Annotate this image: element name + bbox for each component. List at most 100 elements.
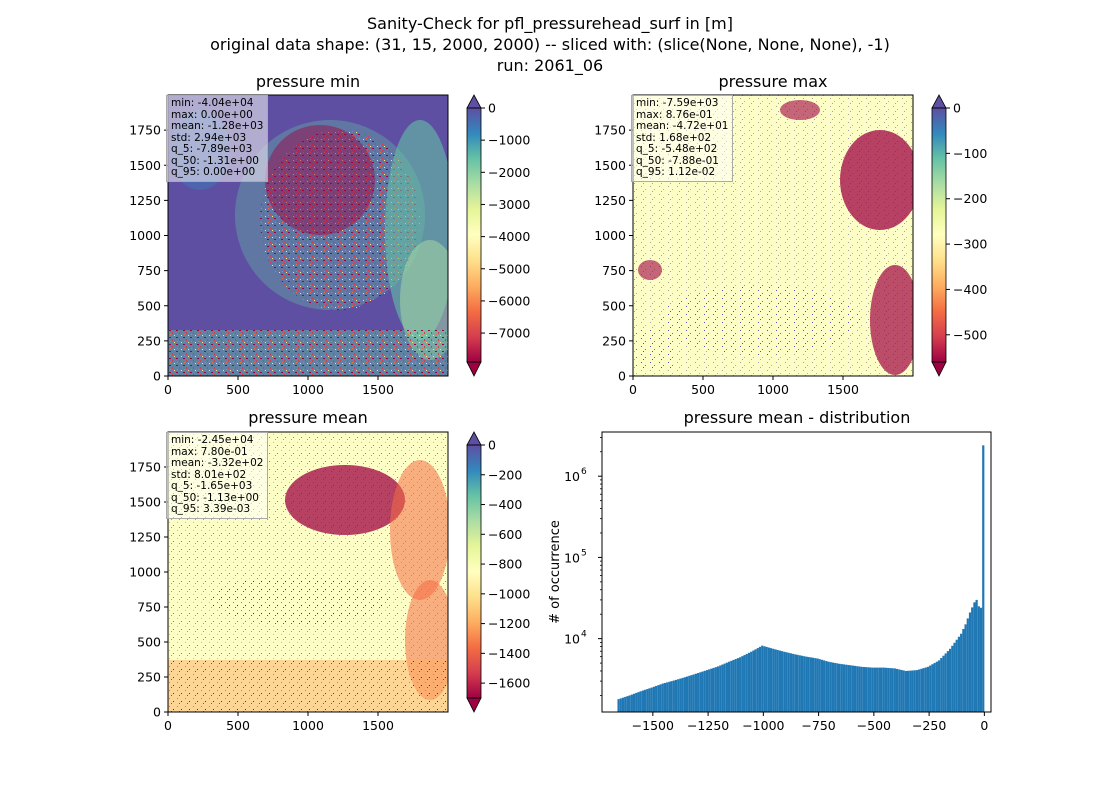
histogram-bar [774,649,777,712]
colorbar-ticks-pressure-min: 0 −1000 −2000 −3000 −4000 −5000 −6000 −7000 [481,101,530,341]
histogram-bar [734,659,737,712]
colorbar-tick-label: −7000 [488,326,530,341]
histogram-bar [750,651,753,712]
colorbar-tick-label: −5000 [488,261,530,276]
histogram-bar [849,665,852,712]
histogram-bar [957,636,961,712]
stat-line: std: 1.68e+02 [636,131,712,144]
y-tick-label: 1500 [129,495,161,510]
colorbar-tick-label: −100 [953,146,987,161]
histogram-bar [869,667,872,712]
histogram-bar [960,633,963,712]
stat-line: mean: -1.28e+03 [171,120,264,132]
colorbar-tick-label: −400 [488,497,522,512]
y-tick-label: 250 [137,333,161,348]
histogram-bar [772,648,775,712]
histogram-bar [818,659,821,712]
histogram-bar [803,656,806,712]
histogram-bar [884,667,888,712]
panel-title-pressure-mean: pressure mean [248,408,368,427]
histogram-bar [827,661,830,712]
histogram-bar [924,667,927,712]
y-tick-exponent: 5 [581,548,587,558]
x-tick-label: 1000 [292,382,324,397]
y-tick-label: 500 [602,298,626,313]
histogram-bar [862,666,866,712]
stat-line: std: 2.94e+03 [171,131,247,144]
stat-line: q_50: -1.13e+00 [171,491,259,504]
y-tick-label: 250 [602,333,626,348]
stat-line: std: 8.01e+02 [171,468,247,481]
axes-ticks-pressure-mean: 0 500 1000 1500 0 250 500 750 1000 1250 1500 1750 [129,460,394,734]
stat-line: min: -2.45e+04 [171,434,254,446]
axes-ticks-pressure-min: 0 500 1000 1500 0 250 500 750 1000 1250 1500 1750 [129,123,394,397]
colorbar-tick-label: −2000 [488,165,530,180]
histogram-bar [725,662,728,712]
histogram-bar [922,668,925,712]
x-tick-label: 0 [980,718,988,733]
histogram-bar [800,655,804,712]
histogram-bar [767,647,770,712]
histogram-bar [785,652,788,712]
panel-title-distribution: pressure mean - distribution [683,408,911,427]
y-tick-label: 10 [564,632,580,647]
histogram-bar [699,672,702,712]
stat-line: q_95: 1.12e-02 [636,166,716,178]
y-tick-label: 1750 [129,123,161,138]
histogram-bar [847,664,850,712]
y-tick-label: 0 [618,369,626,384]
histogram-bar [637,692,640,712]
x-tick-label: −750 [801,718,835,733]
x-tick-label: −500 [857,718,891,733]
histogram-bar [648,688,651,712]
y-tick-label: 1500 [594,158,626,173]
histogram-bar [946,651,950,712]
colorbar-tick-label: 0 [953,101,961,116]
histogram-bar [710,668,713,712]
histogram-bar [723,663,726,712]
histogram-bar [632,693,636,712]
colorbar-tick-label: −1000 [488,133,530,148]
y-tick-label: 750 [137,600,161,615]
colorbar-pressure-min [466,94,482,377]
x-tick-label: 1500 [827,382,859,397]
colorbar-tick-label: −4000 [488,229,530,244]
histogram-bar [842,664,846,712]
histogram-bar [891,668,894,712]
histogram-bar [719,665,722,712]
y-tick-label: 1750 [129,460,161,475]
histogram-bar [865,667,868,712]
colorbar-tick-label: −1600 [488,676,530,691]
histogram-bar [893,668,896,712]
x-tick-label: 1000 [292,718,324,733]
histogram-bar [838,663,841,712]
colorbar-pressure-max [931,94,947,377]
heatmap-pressure-min [168,95,448,376]
histogram-bar [736,658,740,712]
y-tick-exponent: 4 [581,630,587,640]
colorbar-tick-label: −1000 [488,586,530,601]
histogram-bar [809,657,812,712]
histogram-bar [796,654,799,712]
histogram-bar [778,650,782,712]
histogram-bar [971,607,974,712]
colorbar-tick-label: −1200 [488,616,530,631]
histogram-bar [931,664,934,712]
histogram-bar [739,657,742,712]
y-tick-label: 1500 [129,158,161,173]
histogram-bar [758,646,762,712]
histogram-bar [643,689,647,712]
y-tick-label: 750 [602,263,626,278]
histogram-bar [949,648,952,712]
x-tick-label: −1500 [632,718,674,733]
x-tick-label: 1000 [757,382,789,397]
stats-box-pressure-mean: min: -2.45e+04 max: 7.80e-01 mean: -3.32… [166,432,269,519]
histogram-bar [876,667,879,712]
x-tick-label: −1250 [687,718,729,733]
y-tick-label: 1000 [594,228,626,243]
histogram-bar [851,665,854,712]
y-tick-label: 500 [137,635,161,650]
y-tick-label: 1250 [129,530,161,545]
y-tick-label: 500 [137,298,161,313]
histogram-bar [836,663,839,712]
